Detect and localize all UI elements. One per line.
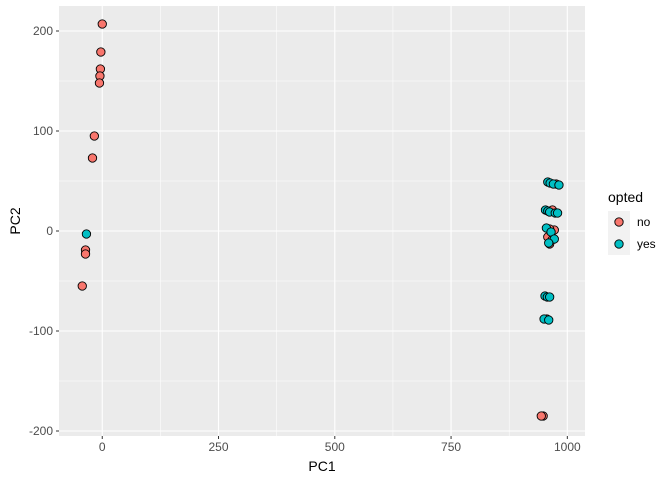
x-axis-title: PC1 [308,458,335,474]
legend-label-no: no [637,215,651,229]
legend-title: opted [608,189,643,205]
data-point-no [89,131,99,141]
x-tick-label: 750 [441,440,461,454]
legend-symbol-no [614,217,624,227]
data-point-no [97,19,107,29]
legend-items: no yes [608,211,656,255]
y-tick-label: -200 [29,424,53,438]
y-tick-label: 0 [46,224,53,238]
y-axis-ticks: -200 -100 0 100 200 [29,24,59,438]
data-point-no [77,281,87,291]
minor-gridlines [59,6,585,436]
y-tick-label: 100 [33,124,53,138]
data-point-yes [552,208,563,218]
y-axis-title: PC2 [7,207,23,234]
data-point-yes [554,180,564,190]
x-tick-label: 500 [325,440,345,454]
legend: opted no yes [608,189,656,255]
x-tick-label: 0 [99,440,106,454]
data-point-yes [544,238,554,248]
data-point-yes [544,315,554,325]
data-point-no [87,153,98,163]
data-points [77,19,564,421]
data-point-yes [545,292,555,302]
legend-symbol-yes [614,239,624,249]
y-tick-label: -100 [29,324,53,338]
data-point-no [94,78,105,88]
x-tick-label: 1000 [554,440,581,454]
x-axis-ticks: 0 250 500 750 1000 [99,436,581,454]
data-point-no [80,249,91,259]
data-point-yes [81,229,92,239]
plot-panel [59,6,585,436]
legend-label-yes: yes [637,237,656,251]
x-tick-label: 250 [209,440,229,454]
data-point-no [96,47,106,57]
y-tick-label: 200 [33,24,53,38]
data-point-no [536,411,546,421]
